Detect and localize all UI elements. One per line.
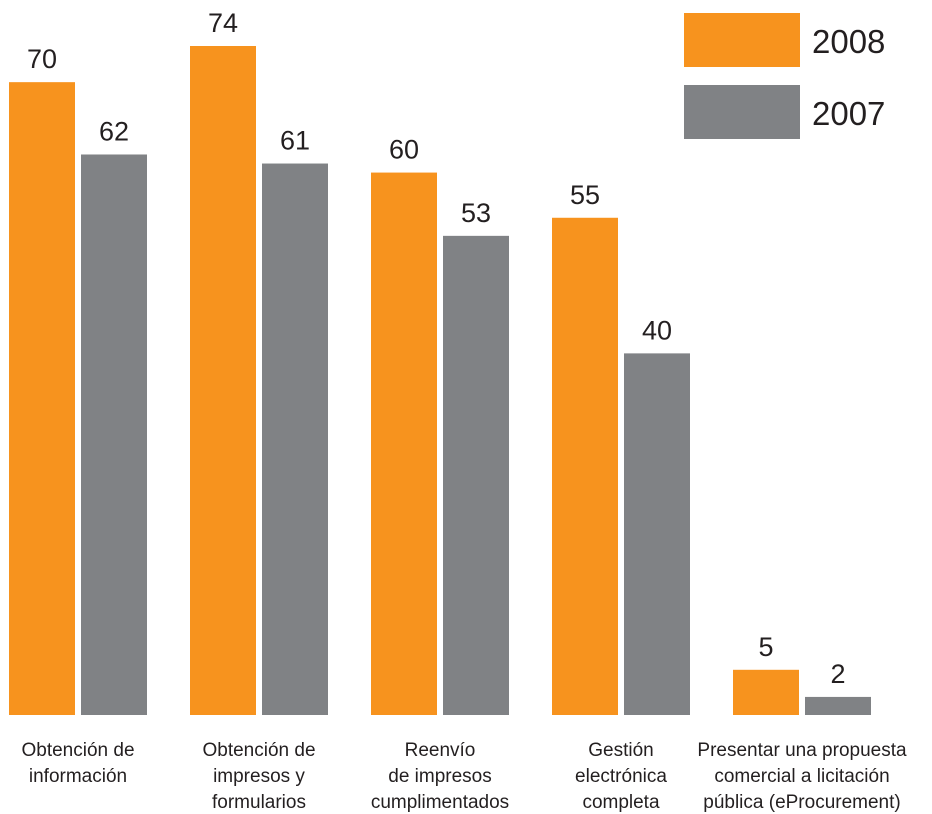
legend-label-2008: 2008 [812,23,885,60]
bar-2007-4 [805,696,871,715]
bar-2007-1 [262,163,328,715]
value-label-2007-2: 53 [461,198,491,228]
bar-2007-2 [443,235,509,715]
category-label-3-line-1: electrónica [575,766,667,787]
value-label-2008-4: 5 [758,632,773,662]
bar-2008-4 [733,669,799,715]
value-label-2008-3: 55 [570,180,600,210]
bar-2007-0 [81,154,147,716]
legend-swatch-2007 [684,85,800,139]
value-label-2007-3: 40 [642,315,672,345]
value-label-2008-2: 60 [389,135,419,165]
bar-2008-0 [9,82,75,715]
bar-2008-2 [371,172,437,715]
category-label-2-line-2: cumplimentados [371,792,509,813]
value-label-2007-0: 62 [99,116,129,146]
bars-group [9,46,871,716]
category-label-1-line-0: Obtención de [202,740,315,761]
value-label-2008-1: 74 [208,8,238,38]
category-label-2-line-1: de impresos [388,766,492,787]
category-label-3-line-0: Gestión [588,740,653,761]
value-label-2007-1: 61 [280,126,310,156]
category-label-3-line-2: completa [582,792,660,813]
value-label-2008-0: 70 [27,44,57,74]
legend: 2008 2007 [684,13,885,139]
category-label-1-line-1: impresos y [213,766,305,787]
category-labels-group: Obtención de información Obtención de impre… [21,740,907,813]
bar-2007-3 [624,353,690,715]
legend-label-2007: 2007 [812,95,885,132]
category-label-0-line-0: Obtención de [21,740,134,761]
category-label-4-line-1: comercial a licitación [714,766,889,787]
bar-2008-1 [190,46,256,715]
legend-swatch-2008 [684,13,800,67]
category-label-1-line-2: formularios [212,792,306,813]
bar-2008-3 [552,217,618,715]
category-label-2-line-0: Reenvío [405,740,476,761]
category-label-0-line-1: información [29,766,127,787]
category-label-4-line-0: Presentar una propuesta [697,740,907,761]
category-label-4-line-2: pública (eProcurement) [703,792,900,813]
value-labels-group: 70 62 74 61 60 53 55 40 5 2 [27,8,846,689]
value-label-2007-4: 2 [830,659,845,689]
